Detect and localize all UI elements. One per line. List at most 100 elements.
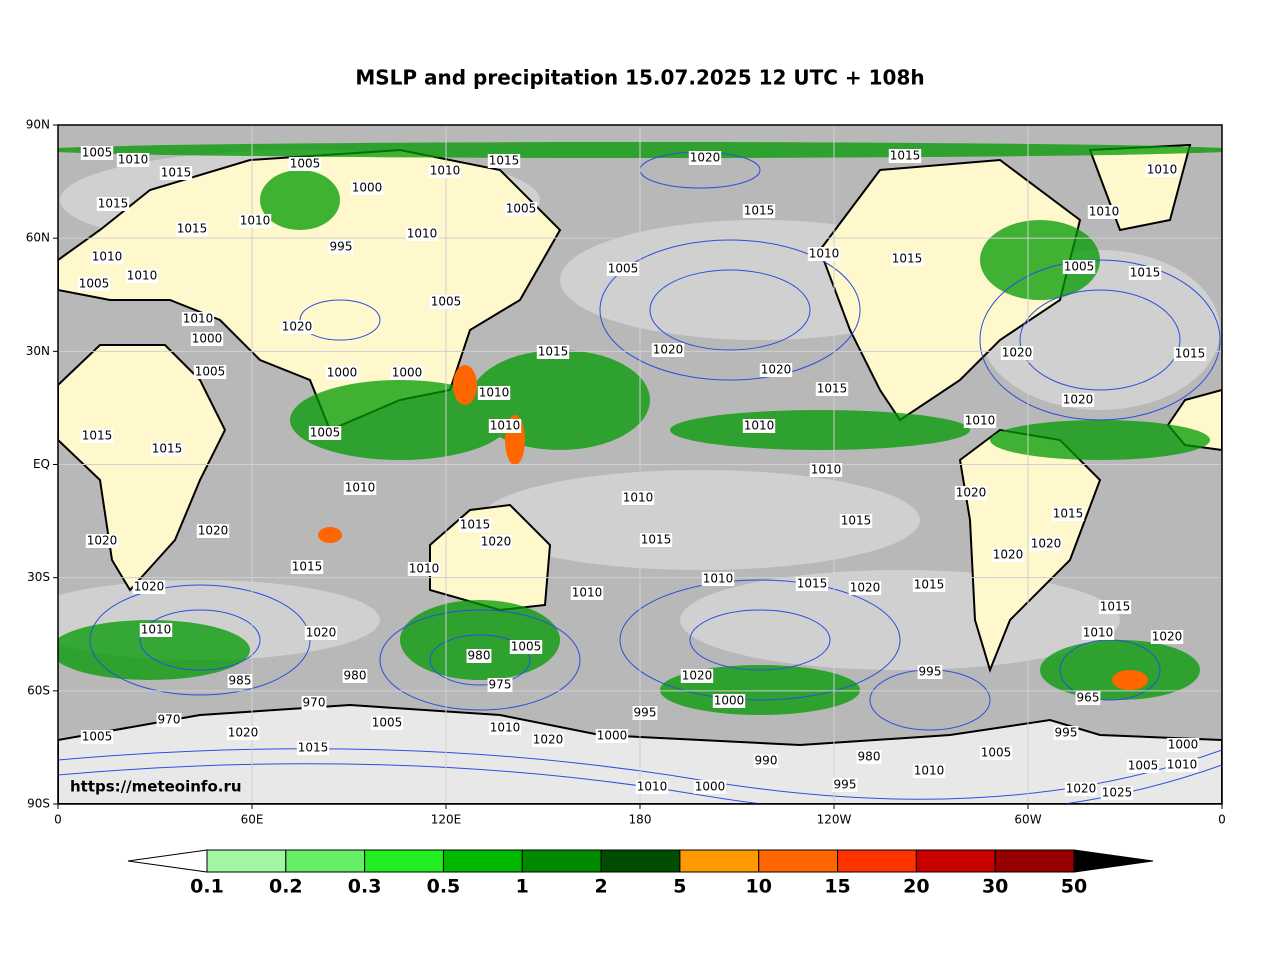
isobar-label: 1010 [914,764,945,778]
isobar-label-bg [531,733,565,747]
isobar-label-bg [80,730,114,744]
isobar-label-bg [1061,393,1095,407]
isobar-label-bg [428,164,462,178]
colorbar-label: 0.3 [348,876,382,898]
isobar-label: 980 [468,649,491,663]
isobar-label: 1010 [409,562,440,576]
isobar-label-bg [917,665,943,679]
isobar-label-bg [1128,266,1162,280]
isobar-label-bg [1126,759,1160,773]
isobar-label-bg [132,580,166,594]
colorbar-box [442,849,523,873]
isobar-label-bg [753,754,779,768]
isobar-label-bg [80,429,114,443]
colorbar-label: 0.1 [190,876,224,898]
isobar-label: 1020 [1031,537,1062,551]
isobar-label: 1020 [653,343,684,357]
isobar-label: 1020 [481,535,512,549]
isobar-label: 1010 [141,623,172,637]
isobar-label: 1010 [623,491,654,505]
isobar-label: 1005 [195,365,226,379]
isobar-label-bg [156,713,182,727]
isobar-label-bg [606,262,640,276]
isobar-label-bg [350,181,384,195]
isobar-label-bg [407,562,441,576]
isobar-label: 1010 [490,721,521,735]
isobar-label: 1020 [850,581,881,595]
isobar-label-bg [912,578,946,592]
isobar-label-bg [1064,782,1098,796]
isobar-label-bg [226,726,260,740]
isobar-label: 1020 [134,580,165,594]
isobar-label: 980 [858,750,881,764]
colorbar-label: 30 [982,876,1008,898]
isobar-label: 995 [330,240,353,254]
isobar-label: 975 [489,678,512,692]
isobar-label-bg [487,678,513,692]
isobar-label-bg [888,149,922,163]
colorbar-box [994,849,1075,873]
graticule [58,125,1222,804]
isobar-label-bg [487,154,521,168]
lon-label: 0 [1218,813,1226,827]
isobar-label-bg [1029,537,1063,551]
isobar-label: 1010 [479,386,510,400]
isobar-label: 1000 [327,366,358,380]
isobar-labels: 1005 1010 1015 1005 1000 1010 1015 1020 1015 1010… [77,146,1207,800]
isobar-label: 1015 [489,154,520,168]
isobar-label-bg [280,320,314,334]
isobar-label-bg [304,626,338,640]
isobar-label-bg [807,247,841,261]
isobar-label-bg [308,426,342,440]
isobar-label: 1010 [809,247,840,261]
lat-label: 90S [27,797,50,811]
isobar-label-bg [1087,205,1121,219]
isobar-label-bg [712,694,746,708]
isobar-label-bg [116,153,150,167]
colorbar: 0.1 0.2 0.3 0.5 1 2 5 10 15 20 30 50 [127,849,1154,898]
isobar-label-bg [979,746,1013,760]
isobar-label: 1020 [956,486,987,500]
isobar-label: 1015 [1100,600,1131,614]
isobar-label-bg [1000,346,1034,360]
isobar-label: 1015 [460,518,491,532]
isobar-label-bg [912,764,946,778]
isobar-label: 1010 [490,419,521,433]
isobar-label: 1010 [1083,626,1114,640]
isobar-label-bg [795,577,829,591]
isobar-label-bg [1053,726,1079,740]
isobar-label-bg [429,295,463,309]
isobar-label-bg [504,202,538,216]
isobar-label-bg [139,623,173,637]
isobar-label: 1015 [177,222,208,236]
isobar-label: 1015 [797,577,828,591]
isobar-label-bg [639,533,673,547]
isobar-label: 1010 [965,414,996,428]
isobar-label-bg [890,252,924,266]
isobar-label-bg [635,780,669,794]
isobar-label: 1005 [310,426,341,440]
isobar-label-bg [1081,626,1115,640]
colorbar-box [285,849,366,873]
isobar-label: 1005 [431,295,462,309]
isobar-label: 995 [1055,726,1078,740]
isobar-label-bg [288,157,322,171]
isobar-label-bg [742,204,776,218]
isobar-label: 1005 [608,262,639,276]
title: MSLP and precipitation 15.07.2025 12 UTC… [355,66,924,90]
colorbar-label: 1 [516,876,529,898]
isobar-label: 1015 [1175,347,1206,361]
lon-label: 0 [54,813,62,827]
isobar-label: 1010 [1147,163,1178,177]
isobar-label: 1005 [511,640,542,654]
isobar-label: 1010 [811,463,842,477]
isobar-label: 1020 [682,669,713,683]
isobar-label-bg [290,560,324,574]
isobar-label: 1010 [127,269,158,283]
isobar-label: 1005 [79,277,110,291]
colorbar-label: 20 [903,876,929,898]
isobar-label: 1025 [1102,786,1133,800]
isobar-label-bg [90,250,124,264]
colorbar-label: 2 [594,876,607,898]
isobar-label-bg [296,741,330,755]
